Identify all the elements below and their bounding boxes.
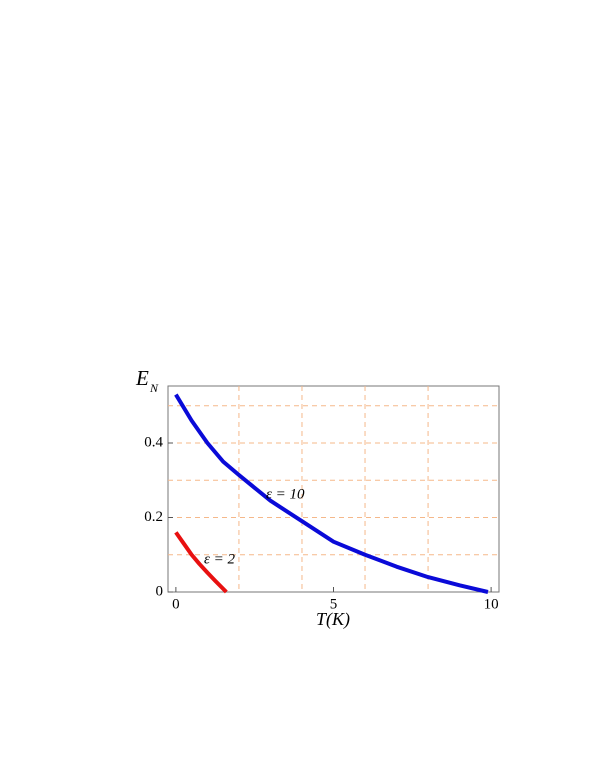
- x-tick-label: 10: [484, 596, 499, 612]
- y-tick-label: 0.4: [144, 434, 163, 450]
- y-tick-label: 0: [156, 583, 164, 599]
- line: [174, 393, 489, 594]
- x-tick-label: 0: [172, 596, 180, 612]
- y-tick-label: 0.2: [144, 509, 163, 525]
- series-label: ε = 10: [266, 486, 305, 502]
- line: [174, 531, 228, 594]
- y-axis-label-sub: N: [149, 381, 159, 395]
- x-axis-label: T(K): [316, 609, 350, 630]
- x-tick-label: 5: [330, 596, 338, 612]
- series-label: ε = 2: [204, 551, 236, 567]
- y-axis-label: E: [135, 366, 149, 390]
